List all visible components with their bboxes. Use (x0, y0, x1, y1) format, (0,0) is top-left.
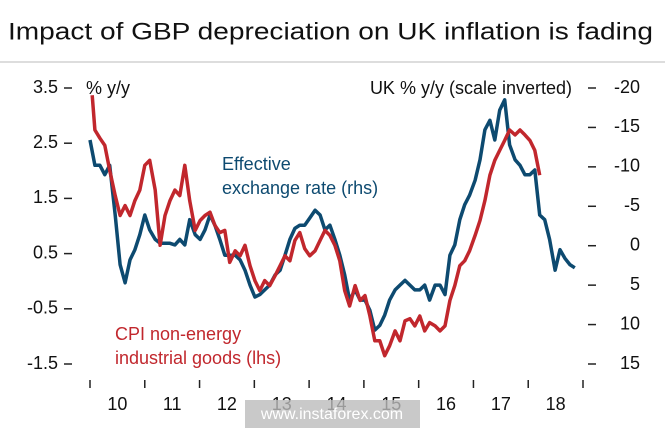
annotation: Effective (222, 154, 291, 174)
series-line (90, 95, 542, 358)
y2-tick-label: -20 (614, 77, 640, 97)
series-line (88, 98, 576, 332)
y2-tick-label: 10 (620, 313, 640, 333)
chart-title: Impact of GBP depreciation on UK inflati… (8, 18, 653, 45)
watermark: www.instaforex.com (260, 406, 403, 423)
watermark-box (245, 400, 420, 428)
plot: 3.5 2.5 1.5 0.5 -0.5 -1.5 -20 -15 -10 -5 0 5 10 15 10 1… (27, 77, 640, 414)
y-tick-label: 2.5 (33, 132, 58, 152)
y-tick-label: -1.5 (27, 353, 58, 373)
y2-tick-label: -5 (624, 195, 640, 215)
y2-tick-label: 5 (630, 274, 640, 294)
y2-tick-label: -15 (614, 116, 640, 136)
y2-tick-label: 0 (630, 234, 640, 254)
annotation: CPI non-energy (115, 324, 241, 344)
y2-axis-label: UK % y/y (scale inverted) (370, 78, 572, 98)
x-tick-label: 17 (491, 394, 511, 414)
y-tick-label: 3.5 (33, 77, 58, 97)
x-tick-label: 11 (163, 394, 182, 414)
x-tick-label: 16 (436, 394, 456, 414)
y-tick-label: 0.5 (33, 242, 58, 262)
x-tick-label: 10 (107, 394, 127, 414)
annotation: industrial goods (lhs) (115, 348, 281, 368)
annotation: exchange rate (rhs) (222, 178, 378, 198)
y-tick-label: 1.5 (33, 187, 58, 207)
y2-tick-label: 15 (620, 353, 640, 373)
y-tick-label: -0.5 (27, 298, 58, 318)
y2-tick-label: -10 (614, 156, 640, 176)
x-tick-label: 18 (546, 394, 566, 414)
x-tick-label: 12 (217, 394, 237, 414)
y-axis-label: % y/y (86, 78, 130, 98)
